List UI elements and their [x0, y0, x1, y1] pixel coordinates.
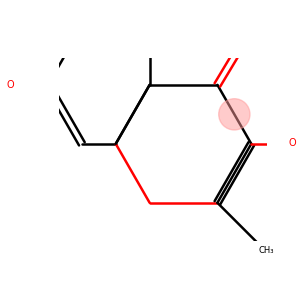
- Text: CH₃: CH₃: [259, 246, 274, 255]
- Text: O: O: [7, 80, 14, 90]
- Circle shape: [219, 99, 250, 130]
- Text: O: O: [288, 137, 296, 148]
